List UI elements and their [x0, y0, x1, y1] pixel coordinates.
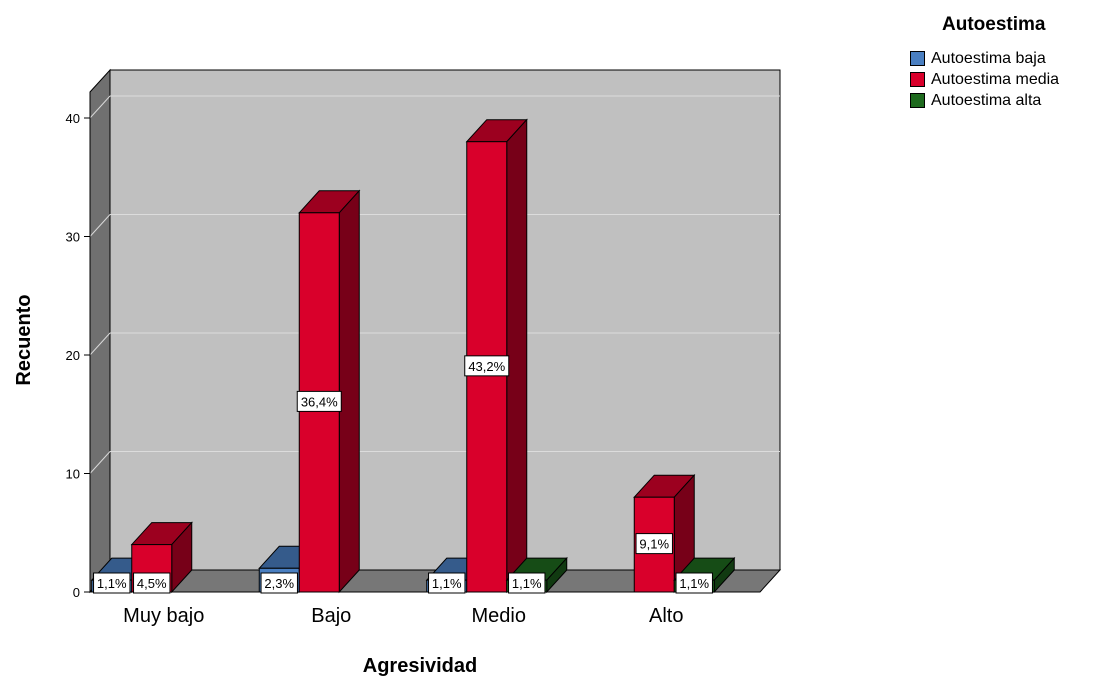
- legend-title: Autoestima: [942, 14, 1046, 35]
- legend-label: Autoestima media: [931, 70, 1060, 88]
- data-label: 1,1%: [675, 572, 713, 594]
- gridline-side: [89, 95, 111, 119]
- data-label: 36,4%: [296, 390, 342, 412]
- x-axis-categories: Muy bajo Bajo Medio Alto: [123, 605, 683, 627]
- svg-text:36,4%: 36,4%: [301, 394, 338, 409]
- y-tick-label: 20: [66, 348, 80, 363]
- data-label: 4,5%: [133, 572, 171, 594]
- legend-item: Autoestima baja: [910, 48, 1059, 69]
- legend-label: Autoestima baja: [931, 49, 1046, 67]
- x-category-label: Medio: [472, 605, 526, 627]
- svg-text:1,1%: 1,1%: [512, 576, 542, 591]
- y-tick-label: 0: [73, 585, 80, 600]
- data-label: 9,1%: [635, 533, 673, 555]
- plot-left-wall: [89, 68, 111, 594]
- x-axis-title: Agresividad: [363, 655, 477, 677]
- legend-swatch: [910, 72, 925, 87]
- legend: Autoestima Autoestima baja Autoestima med…: [910, 14, 1059, 111]
- x-category-label: Bajo: [311, 605, 351, 627]
- legend-items: Autoestima baja Autoestima media Autoestim…: [910, 48, 1059, 111]
- x-category-label: Alto: [649, 605, 683, 627]
- gridline-side: [89, 451, 111, 474]
- svg-text:1,1%: 1,1%: [97, 576, 127, 591]
- data-labels: 1,1% 4,5% 2,3% 36,4% 1,1% 43,2% 1,1% 9,1% 1,1%: [93, 355, 713, 594]
- legend-swatch: [910, 51, 925, 66]
- svg-text:2,3%: 2,3%: [264, 576, 294, 591]
- data-label: 43,2%: [464, 355, 510, 377]
- gridline-side: [89, 332, 111, 356]
- legend-item: Autoestima alta: [910, 90, 1059, 111]
- y-tick-label: 10: [66, 467, 80, 482]
- legend-label: Autoestima alta: [931, 91, 1042, 109]
- gridlines: [89, 95, 780, 474]
- data-label: 2,3%: [260, 572, 298, 594]
- gridline-side: [89, 214, 111, 237]
- svg-text:4,5%: 4,5%: [137, 576, 167, 591]
- legend-item: Autoestima media: [910, 69, 1059, 90]
- svg-text:43,2%: 43,2%: [468, 359, 505, 374]
- y-axis-ticks: 0 10 20 30 40: [66, 92, 91, 600]
- data-label: 1,1%: [428, 572, 466, 594]
- svg-text:1,1%: 1,1%: [679, 576, 709, 591]
- legend-swatch: [910, 93, 925, 108]
- y-tick-label: 40: [66, 111, 80, 126]
- data-label: 1,1%: [508, 572, 546, 594]
- svg-text:1,1%: 1,1%: [432, 576, 462, 591]
- x-category-label: Muy bajo: [123, 605, 204, 627]
- y-tick-label: 30: [66, 230, 80, 245]
- data-label: 1,1%: [93, 572, 131, 594]
- svg-text:9,1%: 9,1%: [639, 537, 669, 552]
- y-axis-title: Recuento: [13, 294, 35, 385]
